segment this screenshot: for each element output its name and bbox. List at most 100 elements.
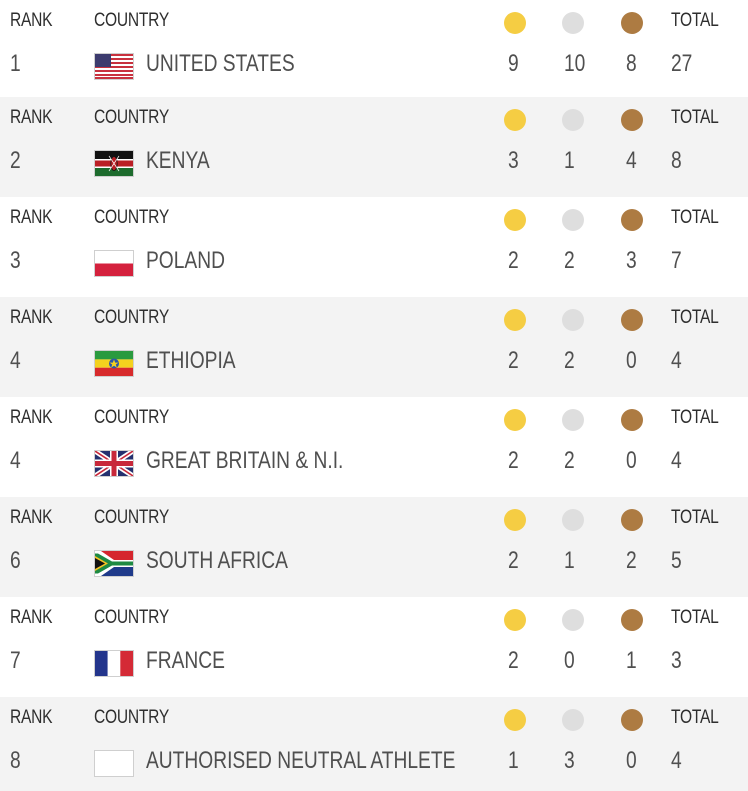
silver-medal-icon bbox=[562, 509, 584, 531]
rank-value: 1 bbox=[10, 50, 21, 77]
bronze-count: 4 bbox=[626, 147, 637, 174]
country-name: AUTHORISED NEUTRAL ATHLETE bbox=[146, 747, 456, 774]
rank-header: RANK bbox=[10, 207, 53, 228]
rank-value: 4 bbox=[10, 347, 21, 374]
table-row[interactable]: RANK COUNTRY TOTAL 6 SOUTH AFRICA 2 1 2 … bbox=[0, 497, 748, 597]
gold-medal-icon bbox=[504, 12, 526, 34]
total-count: 3 bbox=[671, 647, 682, 674]
bronze-count: 2 bbox=[626, 547, 637, 574]
country-header: COUNTRY bbox=[94, 707, 170, 728]
bronze-count: 1 bbox=[626, 647, 637, 674]
bronze-medal-icon bbox=[621, 409, 643, 431]
silver-count: 1 bbox=[564, 547, 575, 574]
bronze-medal-icon bbox=[621, 209, 643, 231]
gold-count: 2 bbox=[508, 647, 519, 674]
total-header: TOTAL bbox=[671, 407, 719, 428]
gold-count: 2 bbox=[508, 547, 519, 574]
gold-medal-icon bbox=[504, 409, 526, 431]
silver-medal-icon bbox=[562, 609, 584, 631]
rank-value: 2 bbox=[10, 147, 21, 174]
total-count: 4 bbox=[671, 747, 682, 774]
bronze-medal-icon bbox=[621, 509, 643, 531]
table-row[interactable]: RANK COUNTRY TOTAL 2 KENYA 3 1 4 8 bbox=[0, 97, 748, 197]
gold-count: 2 bbox=[508, 447, 519, 474]
gold-medal-icon bbox=[504, 609, 526, 631]
country-name: ETHIOPIA bbox=[146, 347, 236, 374]
table-row[interactable]: RANK COUNTRY TOTAL 8 AUTHORISED NEUTRAL … bbox=[0, 697, 748, 791]
table-row[interactable]: RANK COUNTRY TOTAL 7 FRANCE 2 0 1 3 bbox=[0, 597, 748, 697]
total-header: TOTAL bbox=[671, 207, 719, 228]
bronze-count: 3 bbox=[626, 247, 637, 274]
rank-value: 8 bbox=[10, 747, 21, 774]
country-name: GREAT BRITAIN & N.I. bbox=[146, 447, 344, 474]
bronze-medal-icon bbox=[621, 309, 643, 331]
flag-ethiopia-icon bbox=[94, 350, 134, 377]
country-name: FRANCE bbox=[146, 647, 225, 674]
silver-count: 10 bbox=[564, 50, 586, 77]
country-header: COUNTRY bbox=[94, 207, 170, 228]
flag-south-africa-icon bbox=[94, 550, 134, 577]
silver-medal-icon bbox=[562, 12, 584, 34]
silver-medal-icon bbox=[562, 109, 584, 131]
rank-header: RANK bbox=[10, 607, 53, 628]
bronze-count: 0 bbox=[626, 747, 637, 774]
rank-header: RANK bbox=[10, 707, 53, 728]
gold-medal-icon bbox=[504, 309, 526, 331]
country-header: COUNTRY bbox=[94, 107, 170, 128]
table-row[interactable]: RANK COUNTRY TOTAL 4 ETHIOPIA 2 2 0 4 bbox=[0, 297, 748, 397]
rank-header: RANK bbox=[10, 507, 53, 528]
gold-count: 2 bbox=[508, 347, 519, 374]
silver-count: 2 bbox=[564, 447, 575, 474]
silver-medal-icon bbox=[562, 709, 584, 731]
bronze-count: 0 bbox=[626, 347, 637, 374]
bronze-medal-icon bbox=[621, 709, 643, 731]
bronze-medal-icon bbox=[621, 12, 643, 34]
flag-blank-icon bbox=[94, 750, 134, 777]
country-header: COUNTRY bbox=[94, 307, 170, 328]
total-count: 7 bbox=[671, 247, 682, 274]
bronze-count: 8 bbox=[626, 50, 637, 77]
rank-value: 3 bbox=[10, 247, 21, 274]
country-name: SOUTH AFRICA bbox=[146, 547, 288, 574]
total-header: TOTAL bbox=[671, 607, 719, 628]
total-header: TOTAL bbox=[671, 307, 719, 328]
country-name: KENYA bbox=[146, 147, 210, 174]
silver-count: 0 bbox=[564, 647, 575, 674]
rank-header: RANK bbox=[10, 10, 53, 31]
gold-medal-icon bbox=[504, 109, 526, 131]
bronze-count: 0 bbox=[626, 447, 637, 474]
country-name: POLAND bbox=[146, 247, 225, 274]
rank-value: 6 bbox=[10, 547, 21, 574]
gold-count: 1 bbox=[508, 747, 519, 774]
flag-usa-icon bbox=[94, 53, 134, 80]
table-row[interactable]: RANK COUNTRY TOTAL 3 POLAND 2 2 3 7 bbox=[0, 197, 748, 297]
total-count: 5 bbox=[671, 547, 682, 574]
rank-value: 4 bbox=[10, 447, 21, 474]
silver-count: 1 bbox=[564, 147, 575, 174]
flag-kenya-icon bbox=[94, 150, 134, 177]
silver-medal-icon bbox=[562, 309, 584, 331]
country-name: UNITED STATES bbox=[146, 50, 295, 77]
country-header: COUNTRY bbox=[94, 507, 170, 528]
country-header: COUNTRY bbox=[94, 407, 170, 428]
country-header: COUNTRY bbox=[94, 10, 170, 31]
total-header: TOTAL bbox=[671, 707, 719, 728]
silver-medal-icon bbox=[562, 409, 584, 431]
gold-count: 2 bbox=[508, 247, 519, 274]
silver-count: 2 bbox=[564, 247, 575, 274]
gold-count: 3 bbox=[508, 147, 519, 174]
table-row[interactable]: RANK COUNTRY TOTAL 4 GREAT BRITAIN & N.I… bbox=[0, 397, 748, 497]
total-count: 4 bbox=[671, 347, 682, 374]
gold-medal-icon bbox=[504, 209, 526, 231]
rank-header: RANK bbox=[10, 307, 53, 328]
total-header: TOTAL bbox=[671, 10, 719, 31]
rank-value: 7 bbox=[10, 647, 21, 674]
total-count: 4 bbox=[671, 447, 682, 474]
total-header: TOTAL bbox=[671, 507, 719, 528]
total-count: 27 bbox=[671, 50, 693, 77]
rank-header: RANK bbox=[10, 407, 53, 428]
silver-medal-icon bbox=[562, 209, 584, 231]
flag-great-britain-icon bbox=[94, 450, 134, 477]
table-row[interactable]: RANK COUNTRY TOTAL 1 UNITED STATES 9 10 … bbox=[0, 0, 748, 100]
